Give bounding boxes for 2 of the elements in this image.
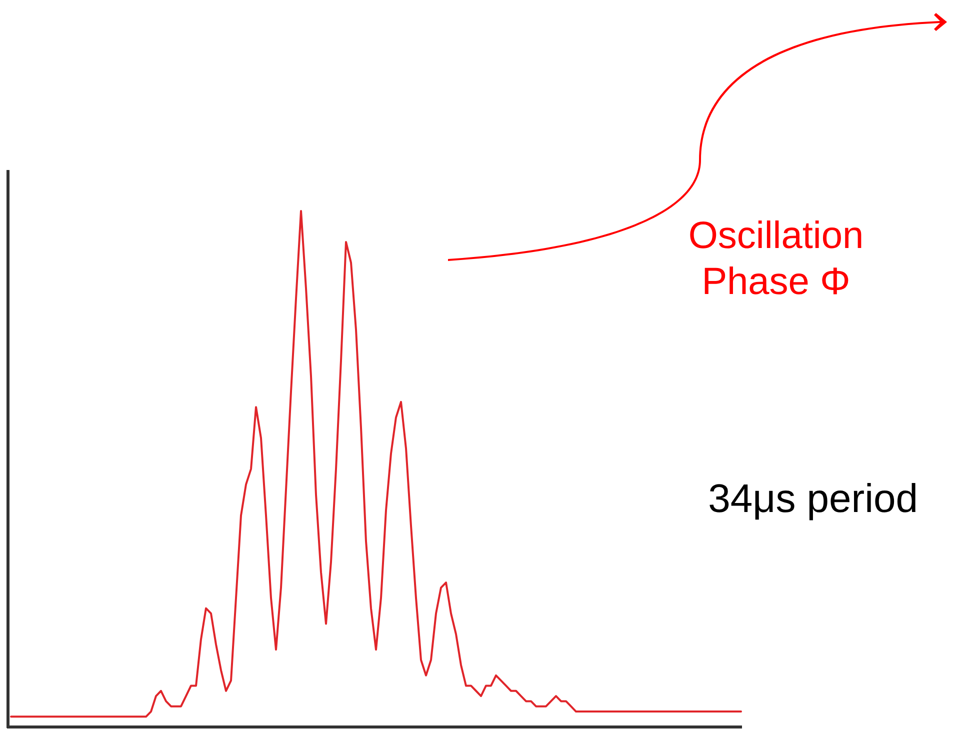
annotation: 34μs period: [708, 477, 918, 521]
annotation: Oscillation Phase Φ: [688, 215, 864, 303]
